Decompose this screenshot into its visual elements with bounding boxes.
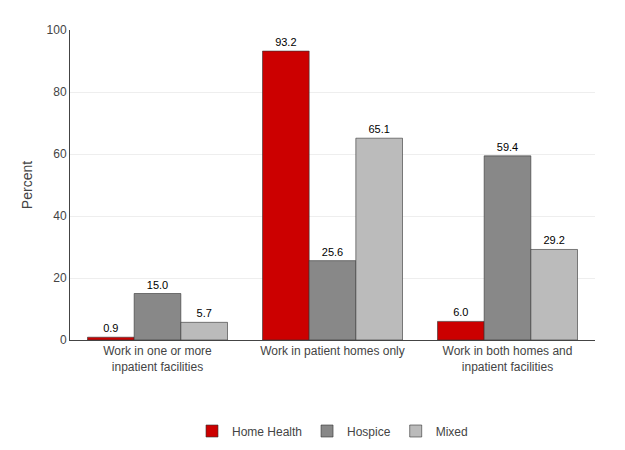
svg-text:Work in one or moreinpatient f: Work in one or moreinpatient facilities xyxy=(103,344,212,374)
svg-text:Work in both homes andinpatien: Work in both homes andinpatient faciliti… xyxy=(443,344,573,374)
svg-text:5.7: 5.7 xyxy=(197,307,212,319)
svg-text:100: 100 xyxy=(47,23,67,37)
svg-text:0: 0 xyxy=(60,333,67,347)
svg-text:Hospice: Hospice xyxy=(347,425,391,439)
svg-text:93.2: 93.2 xyxy=(275,36,296,48)
svg-text:25.6: 25.6 xyxy=(322,246,343,258)
svg-text:Home Health: Home Health xyxy=(232,425,302,439)
svg-text:Percent: Percent xyxy=(19,161,35,209)
svg-text:Work in patient homes only: Work in patient homes only xyxy=(260,344,405,358)
svg-text:40: 40 xyxy=(53,209,67,223)
svg-text:20: 20 xyxy=(53,271,67,285)
svg-text:29.2: 29.2 xyxy=(543,234,564,246)
svg-text:60: 60 xyxy=(53,147,67,161)
svg-text:59.4: 59.4 xyxy=(497,141,518,153)
svg-text:15.0: 15.0 xyxy=(147,279,168,291)
svg-text:80: 80 xyxy=(53,85,67,99)
svg-text:0.9: 0.9 xyxy=(103,322,118,334)
svg-text:Mixed: Mixed xyxy=(436,425,468,439)
svg-text:6.0: 6.0 xyxy=(453,306,468,318)
svg-text:65.1: 65.1 xyxy=(368,123,389,135)
